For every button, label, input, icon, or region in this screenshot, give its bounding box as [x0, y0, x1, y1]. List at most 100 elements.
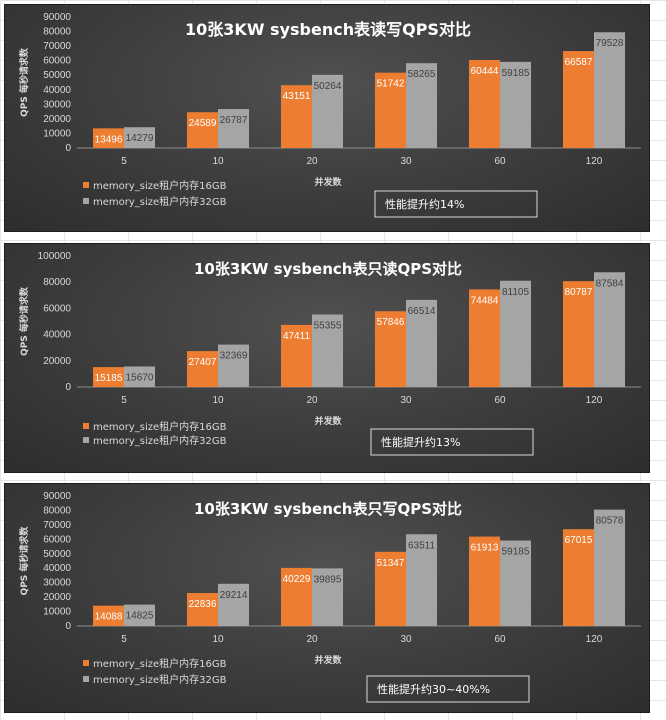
x-tick-label: 30 [400, 395, 412, 406]
note-box [366, 675, 530, 703]
bar-series-1 [562, 529, 594, 626]
bar-series-1 [468, 60, 500, 148]
data-label: 79528 [596, 38, 624, 49]
bar-series-1 [374, 72, 406, 148]
y-tick-label: 0 [65, 621, 71, 632]
bar-series-2 [124, 366, 156, 387]
y-tick-label: 60000 [43, 303, 71, 314]
bar-series-2 [500, 280, 532, 387]
legend-swatch [83, 437, 89, 443]
y-tick-label: 40000 [43, 85, 71, 96]
data-label: 51742 [377, 79, 405, 90]
x-tick-label: 10 [212, 395, 224, 406]
data-label: 61913 [471, 543, 499, 554]
bar-series-2 [218, 344, 250, 387]
x-tick-label: 20 [306, 156, 318, 167]
y-tick-label: 20000 [43, 592, 71, 603]
y-tick-label: 70000 [43, 520, 71, 531]
bar-series-2 [406, 63, 438, 148]
bar-series-2 [218, 583, 250, 626]
x-tick-label: 10 [212, 156, 224, 167]
data-label: 39895 [314, 574, 342, 585]
bar-series-1 [374, 311, 406, 387]
chart-panel-read-only: 0 20000 40000 60000 80000 100000 15185 15670 5 27… [4, 243, 650, 473]
y-tick-label: 60000 [43, 56, 71, 67]
y-tick-label: 80000 [43, 27, 71, 38]
y-axis-title: QPS 每秒请求数 [18, 286, 30, 356]
x-axis-title: 并发数 [314, 415, 342, 427]
data-label: 81105 [502, 287, 530, 298]
x-axis-title: 并发数 [314, 176, 342, 188]
data-label: 14088 [95, 612, 123, 623]
bar-series-1 [374, 551, 406, 626]
bar-series-1 [280, 567, 312, 626]
legend-label: memory_size租户内存16GB [93, 420, 227, 433]
data-label: 80787 [565, 287, 593, 298]
data-label: 59185 [502, 68, 530, 79]
data-label: 57846 [377, 317, 405, 328]
note-text: 性能提升约30~40%% [377, 682, 490, 696]
bar-series-2 [406, 534, 438, 626]
x-tick-label: 5 [121, 156, 127, 167]
bar-series-2 [312, 74, 344, 148]
data-label: 50264 [314, 81, 342, 92]
x-tick-label: 120 [586, 156, 603, 167]
data-label: 66587 [565, 57, 593, 68]
legend-label: memory_size租户内存16GB [93, 179, 227, 192]
data-label: 13496 [95, 134, 123, 145]
x-tick-label: 120 [586, 395, 603, 406]
bar-series-1 [92, 128, 124, 148]
data-label: 14825 [126, 611, 154, 622]
legend-swatch [83, 198, 89, 204]
data-label: 74484 [471, 295, 499, 306]
chart-write-only: 0 10000 20000 30000 40000 50000 60000 70000 8000… [18, 491, 641, 703]
note-text: 性能提升约13% [381, 435, 460, 449]
y-tick-label: 100000 [38, 251, 72, 262]
data-label: 26787 [220, 115, 248, 126]
y-tick-label: 40000 [43, 330, 71, 341]
bar-series-1 [562, 281, 594, 387]
chart-title: 10张3KW sysbench表只读QPS对比 [194, 260, 462, 278]
x-tick-label: 5 [121, 395, 127, 406]
data-label: 14279 [126, 133, 154, 144]
y-tick-label: 20000 [43, 114, 71, 125]
data-label: 29214 [220, 590, 248, 601]
data-label: 80578 [596, 516, 624, 527]
bar-series-1 [186, 351, 218, 387]
bar-series-1 [92, 605, 124, 626]
legend-swatch [83, 182, 89, 188]
bar-series-2 [594, 509, 626, 626]
y-tick-label: 40000 [43, 563, 71, 574]
bar-series-1 [280, 85, 312, 148]
y-tick-label: 0 [65, 382, 71, 393]
bar-series-1 [186, 112, 218, 148]
y-tick-label: 90000 [43, 12, 71, 23]
data-label: 43151 [283, 91, 311, 102]
x-tick-label: 20 [306, 634, 318, 645]
bar-series-1 [468, 289, 500, 387]
data-label: 22836 [189, 599, 217, 610]
note-box [370, 428, 534, 456]
bar-series-2 [406, 299, 438, 387]
legend-label: memory_size租户内存32GB [93, 673, 227, 686]
bar-series-1 [562, 51, 594, 149]
bar-series-2 [594, 32, 626, 148]
chart-panel-read-write: 0 10000 20000 30000 40000 50000 60000 70000 8000… [4, 4, 650, 232]
chart-title: 10张3KW sysbench表读写QPS对比 [185, 20, 471, 39]
data-label: 24589 [189, 118, 217, 129]
bar-series-2 [500, 61, 532, 148]
y-axis-title: QPS 每秒请求数 [18, 47, 30, 117]
note-box [374, 190, 538, 218]
bar-series-2 [218, 109, 250, 148]
y-tick-label: 30000 [43, 99, 71, 110]
x-tick-label: 5 [121, 634, 127, 645]
note-text: 性能提升约14% [385, 197, 464, 211]
data-label: 87584 [596, 278, 624, 289]
x-tick-label: 30 [400, 156, 412, 167]
bar-series-1 [280, 324, 312, 387]
y-tick-label: 10000 [43, 128, 71, 139]
bar-series-1 [92, 367, 124, 387]
legend-label: memory_size租户内存16GB [93, 657, 227, 670]
legend-label: memory_size租户内存32GB [93, 434, 227, 447]
data-label: 47411 [283, 331, 311, 342]
